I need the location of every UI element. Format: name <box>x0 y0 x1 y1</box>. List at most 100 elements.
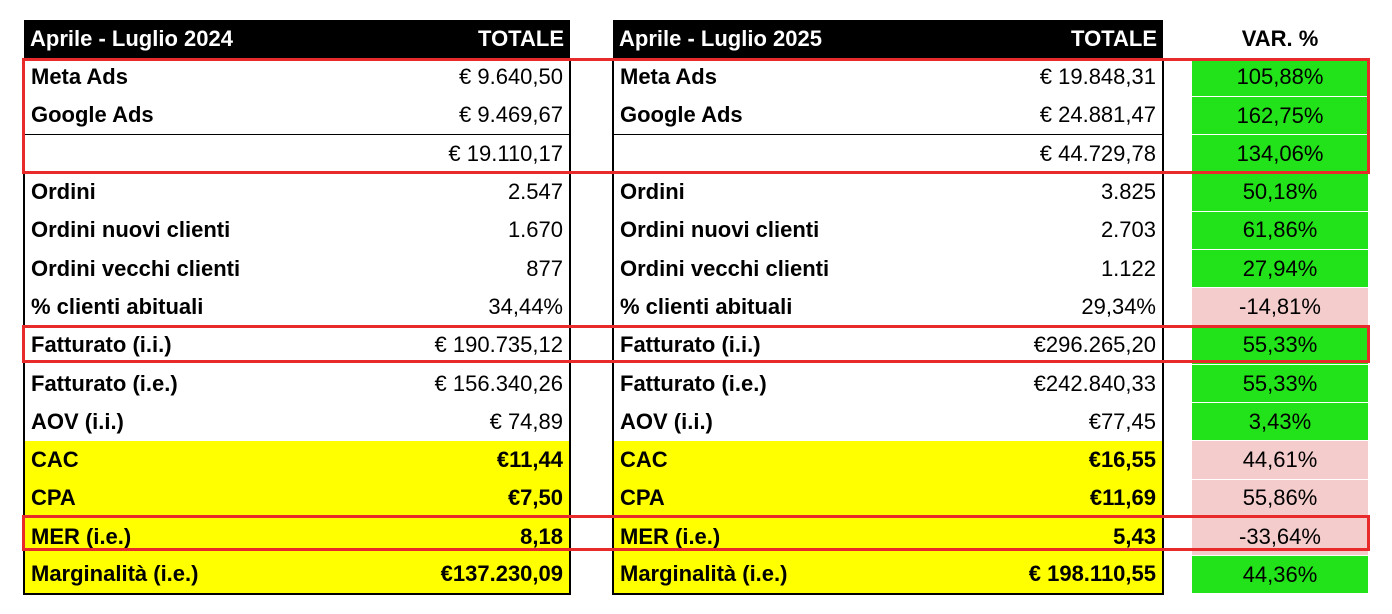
row-label-aov-i-i: AOV (i.i.) <box>23 402 404 441</box>
variation-row: 27,94% <box>1192 249 1368 289</box>
row-value-cpa: €11,69 <box>973 479 1164 518</box>
variation-row: 55,33% <box>1192 364 1368 404</box>
row-value-ordini-nuovi-clienti: 2.703 <box>973 211 1164 250</box>
table-row: Google Ads € 24.881,47 <box>612 96 1164 135</box>
row-value-google-ads: € 9.469,67 <box>404 96 571 135</box>
table-row: Ordini vecchi clienti 1.122 <box>612 249 1164 288</box>
variation-row: 55,86% <box>1192 479 1368 518</box>
row-label-meta-ads: Meta Ads <box>612 58 973 97</box>
variation-row: 44,36% <box>1192 555 1368 595</box>
row-value-marginalit-i-e: € 198.110,55 <box>973 555 1164 595</box>
table-row: Google Ads € 9.469,67 <box>23 96 571 135</box>
variation-row: 105,88% <box>1192 58 1368 98</box>
variation-value: 61,86% <box>1192 211 1368 251</box>
row-value-ordini-vecchi-clienti: 1.122 <box>973 249 1164 288</box>
row-label-ordini-vecchi-clienti: Ordini vecchi clienti <box>23 249 404 288</box>
row-value-marginalit-i-e: €137.230,09 <box>404 555 571 595</box>
table-2024-body: Meta Ads € 9.640,50 Google Ads € 9.469,67 € … <box>23 58 571 595</box>
table-row: Fatturato (i.e.) €242.840,33 <box>612 364 1164 403</box>
row-value-google-ads: € 24.881,47 <box>973 96 1164 135</box>
row-label-total <box>612 134 973 174</box>
table-row: Ordini nuovi clienti 2.703 <box>612 211 1164 250</box>
period-title-2024: Aprile - Luglio 2024 <box>24 20 404 59</box>
row-label-ordini: Ordini <box>612 173 973 212</box>
row-value-total: € 19.110,17 <box>404 134 571 174</box>
row-label-total <box>23 134 404 174</box>
row-label-mer-i-e: MER (i.e.) <box>612 517 973 556</box>
row-value-ordini-vecchi-clienti: 877 <box>404 249 571 288</box>
row-label-marginalit-i-e: Marginalità (i.e.) <box>612 555 973 595</box>
variation-value: 134,06% <box>1192 134 1368 174</box>
row-value-meta-ads: € 9.640,50 <box>404 58 571 97</box>
table-row: % clienti abituali 34,44% <box>23 287 571 327</box>
variation-row: 55,33% <box>1192 326 1368 365</box>
row-value-aov-i-i: € 74,89 <box>404 402 571 441</box>
variation-value: 50,18% <box>1192 173 1368 212</box>
row-value-fatturato-i-i: €296.265,20 <box>973 326 1164 365</box>
table-2024: Aprile - Luglio 2024 TOTALE Meta Ads € 9.… <box>23 20 571 595</box>
variation-header: VAR. % <box>1192 20 1368 59</box>
table-row: CAC €16,55 <box>612 440 1164 480</box>
variation-row: -14,81% <box>1192 287 1368 327</box>
row-value-cac: €11,44 <box>404 440 571 480</box>
row-value-clienti-abituali: 29,34% <box>973 287 1164 327</box>
table-row: Ordini 3.825 <box>612 173 1164 212</box>
row-label-marginalit-i-e: Marginalità (i.e.) <box>23 555 404 595</box>
row-label-clienti-abituali: % clienti abituali <box>612 287 973 327</box>
table-row: CAC €11,44 <box>23 440 571 480</box>
table-row: CPA €11,69 <box>612 479 1164 518</box>
table-row: Meta Ads € 9.640,50 <box>23 58 571 97</box>
variation-value: 105,88% <box>1192 58 1368 98</box>
table-row: Ordini 2.547 <box>23 173 571 212</box>
table-row: Ordini nuovi clienti 1.670 <box>23 211 571 250</box>
row-value-meta-ads: € 19.848,31 <box>973 58 1164 97</box>
variation-value: 27,94% <box>1192 249 1368 289</box>
row-label-cpa: CPA <box>612 479 973 518</box>
row-label-google-ads: Google Ads <box>23 96 404 135</box>
row-value-fatturato-i-i: € 190.735,12 <box>404 326 571 365</box>
variation-value: 162,75% <box>1192 96 1368 136</box>
row-value-ordini: 2.547 <box>404 173 571 212</box>
total-header-2024: TOTALE <box>404 20 570 59</box>
row-value-mer-i-e: 8,18 <box>404 517 571 556</box>
variation-row: -33,64% <box>1192 517 1368 557</box>
variation-value: 55,86% <box>1192 479 1368 518</box>
variation-value: -33,64% <box>1192 517 1368 557</box>
table-row: € 44.729,78 <box>612 134 1164 174</box>
variation-value: 55,33% <box>1192 364 1368 404</box>
table-2024-header: Aprile - Luglio 2024 TOTALE <box>24 20 570 59</box>
row-label-fatturato-i-e: Fatturato (i.e.) <box>612 364 973 403</box>
row-label-aov-i-i: AOV (i.i.) <box>612 402 973 441</box>
row-label-fatturato-i-i: Fatturato (i.i.) <box>23 326 404 365</box>
table-row: MER (i.e.) 8,18 <box>23 517 571 556</box>
row-label-cpa: CPA <box>23 479 404 518</box>
variation-value: 3,43% <box>1192 402 1368 442</box>
row-label-google-ads: Google Ads <box>612 96 973 135</box>
total-header-2025: TOTALE <box>973 20 1163 59</box>
variation-value: 44,61% <box>1192 440 1368 480</box>
table-2025: Aprile - Luglio 2025 TOTALE Meta Ads € 19… <box>612 20 1164 595</box>
row-value-ordini-nuovi-clienti: 1.670 <box>404 211 571 250</box>
table-row: MER (i.e.) 5,43 <box>612 517 1164 556</box>
table-2025-header: Aprile - Luglio 2025 TOTALE <box>613 20 1163 59</box>
table-row: CPA €7,50 <box>23 479 571 518</box>
table-row: Marginalità (i.e.) €137.230,09 <box>23 555 571 595</box>
row-value-fatturato-i-e: €242.840,33 <box>973 364 1164 403</box>
table-row: € 19.110,17 <box>23 134 571 174</box>
row-label-ordini-nuovi-clienti: Ordini nuovi clienti <box>612 211 973 250</box>
variation-row: 61,86% <box>1192 211 1368 251</box>
period-title-2025: Aprile - Luglio 2025 <box>613 20 973 59</box>
row-label-meta-ads: Meta Ads <box>23 58 404 97</box>
variation-table: VAR. % 105,88% 162,75% 134,06% 50,18% 61,86%… <box>1192 20 1368 595</box>
table-row: Fatturato (i.i.) € 190.735,12 <box>23 326 571 365</box>
row-value-cpa: €7,50 <box>404 479 571 518</box>
variation-row: 134,06% <box>1192 134 1368 174</box>
row-label-mer-i-e: MER (i.e.) <box>23 517 404 556</box>
table-row: Marginalità (i.e.) € 198.110,55 <box>612 555 1164 595</box>
table-row: AOV (i.i.) € 74,89 <box>23 402 571 441</box>
row-label-ordini-vecchi-clienti: Ordini vecchi clienti <box>612 249 973 288</box>
row-value-total: € 44.729,78 <box>973 134 1164 174</box>
row-value-ordini: 3.825 <box>973 173 1164 212</box>
variation-row: 3,43% <box>1192 402 1368 442</box>
table-row: Ordini vecchi clienti 877 <box>23 249 571 288</box>
